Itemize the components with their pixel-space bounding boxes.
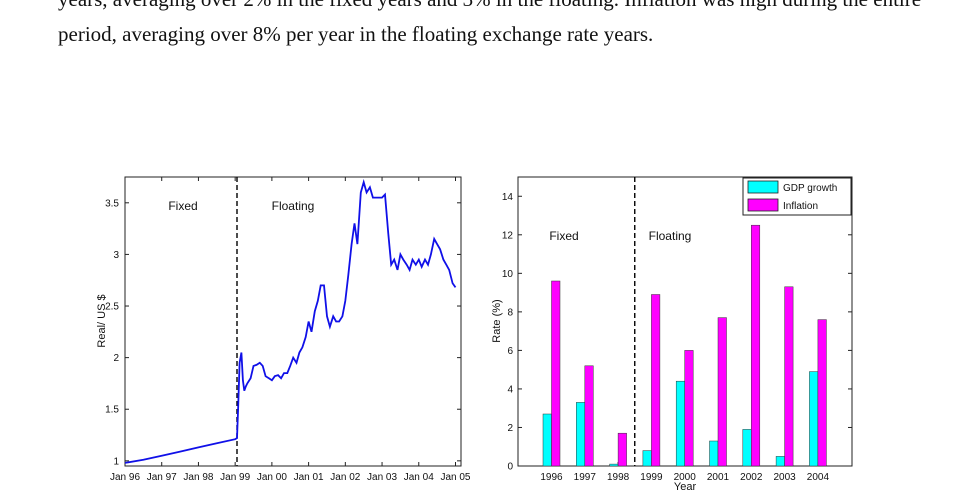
x-tick-label: 1997: [574, 472, 597, 483]
gdp-growth-bar: [642, 450, 652, 467]
inflation-bar: [684, 350, 694, 467]
inflation-bar: [617, 432, 627, 467]
y-tick-label: 8: [507, 307, 513, 318]
x-tick-label: 2003: [773, 472, 796, 483]
exchange-rate-y-ticks: 1 1.5 2 2.5 3 3.5: [105, 198, 461, 467]
x-tick-label: 1998: [607, 472, 630, 483]
region-label-fixed: Fixed: [168, 199, 197, 213]
x-tick-label: Jan 04: [404, 472, 434, 483]
legend-swatch-gdp-growth: [747, 180, 779, 194]
y-tick-label: 3: [113, 250, 119, 261]
y-tick-label: 2: [113, 353, 119, 364]
growth-inflation-y-ticks: 0 2 4 6 8 10 12 14: [502, 192, 852, 473]
y-tick-label: 3.5: [105, 198, 119, 209]
x-tick-label: 2002: [740, 472, 763, 483]
inflation-bar: [651, 294, 661, 467]
region-label-fixed: Fixed: [549, 229, 578, 243]
x-tick-label: Jan 03: [367, 472, 397, 483]
x-tick-label: 2000: [674, 472, 697, 483]
y-tick-label: 14: [502, 192, 514, 203]
y-tick-label: 2.5: [105, 302, 119, 313]
x-tick-label: Jan 96: [110, 472, 140, 483]
inflation-bar: [751, 224, 761, 467]
gdp-growth-bar: [709, 440, 719, 467]
growth-inflation-y-axis-label: Rate (%): [491, 299, 503, 342]
inflation-bar: [817, 319, 827, 467]
paper-text-line-2: period, averaging over 8% per year in th…: [58, 22, 654, 46]
x-tick-label: Jan 97: [147, 472, 177, 483]
x-tick-label: 1996: [540, 472, 563, 483]
inflation-bar: [784, 286, 794, 467]
x-tick-label: 2001: [707, 472, 730, 483]
inflation-bar: [584, 365, 594, 467]
y-tick-label: 1.5: [105, 405, 119, 416]
gdp-growth-bar: [576, 402, 586, 467]
x-tick-label: 1999: [640, 472, 663, 483]
exchange-rate-chart: 11.522.533.5 Jan 96 Jan 97 Jan 98 Jan 99 Jan…: [96, 176, 471, 483]
y-tick-label: 1: [113, 456, 119, 467]
legend-label-gdp-growth: GDP growth: [783, 183, 837, 194]
exchange-rate-x-ticks: Jan 96 Jan 97 Jan 98 Jan 99 Jan 00 Jan 01 Jan …: [110, 177, 471, 483]
growth-inflation-x-axis-label: Year: [674, 481, 697, 492]
x-tick-label: Jan 00: [257, 472, 287, 483]
x-tick-label: 2004: [807, 472, 830, 483]
y-tick-label: 10: [502, 269, 514, 280]
gdp-growth-bar: [542, 413, 552, 467]
region-label-floating: Floating: [272, 199, 315, 213]
x-tick-label: Jan 99: [220, 472, 250, 483]
y-tick-label: 12: [502, 230, 514, 241]
paper-text-line-1: years, averaging over 2% in the fixed ye…: [58, 0, 921, 12]
inflation-bar: [551, 280, 561, 467]
legend-swatch-inflation: [747, 198, 779, 212]
exchange-rate-plot-frame: [124, 176, 462, 467]
x-tick-label: Jan 05: [440, 472, 470, 483]
y-tick-label: 2: [507, 423, 513, 434]
exchange-rate-series-line: [124, 178, 457, 464]
gdp-growth-bar: [675, 380, 685, 467]
gdp-growth-bar: [809, 371, 819, 467]
legend: GDP growth Inflation: [742, 177, 852, 216]
growth-inflation-chart: 0 2 4 6 8 10 12 14 1996 1997 1998 1999 2000 2001 2002…: [491, 176, 853, 492]
exchange-rate-y-axis-label: Real/ US $: [96, 294, 108, 347]
x-tick-label: Jan 98: [183, 472, 213, 483]
legend-label-inflation: Inflation: [783, 201, 818, 212]
x-tick-label: Jan 02: [330, 472, 360, 483]
inflation-bar: [717, 317, 727, 467]
y-tick-label: 6: [507, 346, 513, 357]
gdp-growth-bar: [775, 456, 785, 467]
x-tick-label: Jan 01: [294, 472, 324, 483]
y-tick-label: 0: [507, 462, 513, 473]
y-tick-label: 4: [507, 384, 513, 395]
gdp-growth-bar: [742, 429, 752, 467]
region-label-floating: Floating: [649, 229, 692, 243]
gdp-growth-bar: [609, 463, 619, 467]
growth-inflation-bars: [542, 224, 827, 467]
